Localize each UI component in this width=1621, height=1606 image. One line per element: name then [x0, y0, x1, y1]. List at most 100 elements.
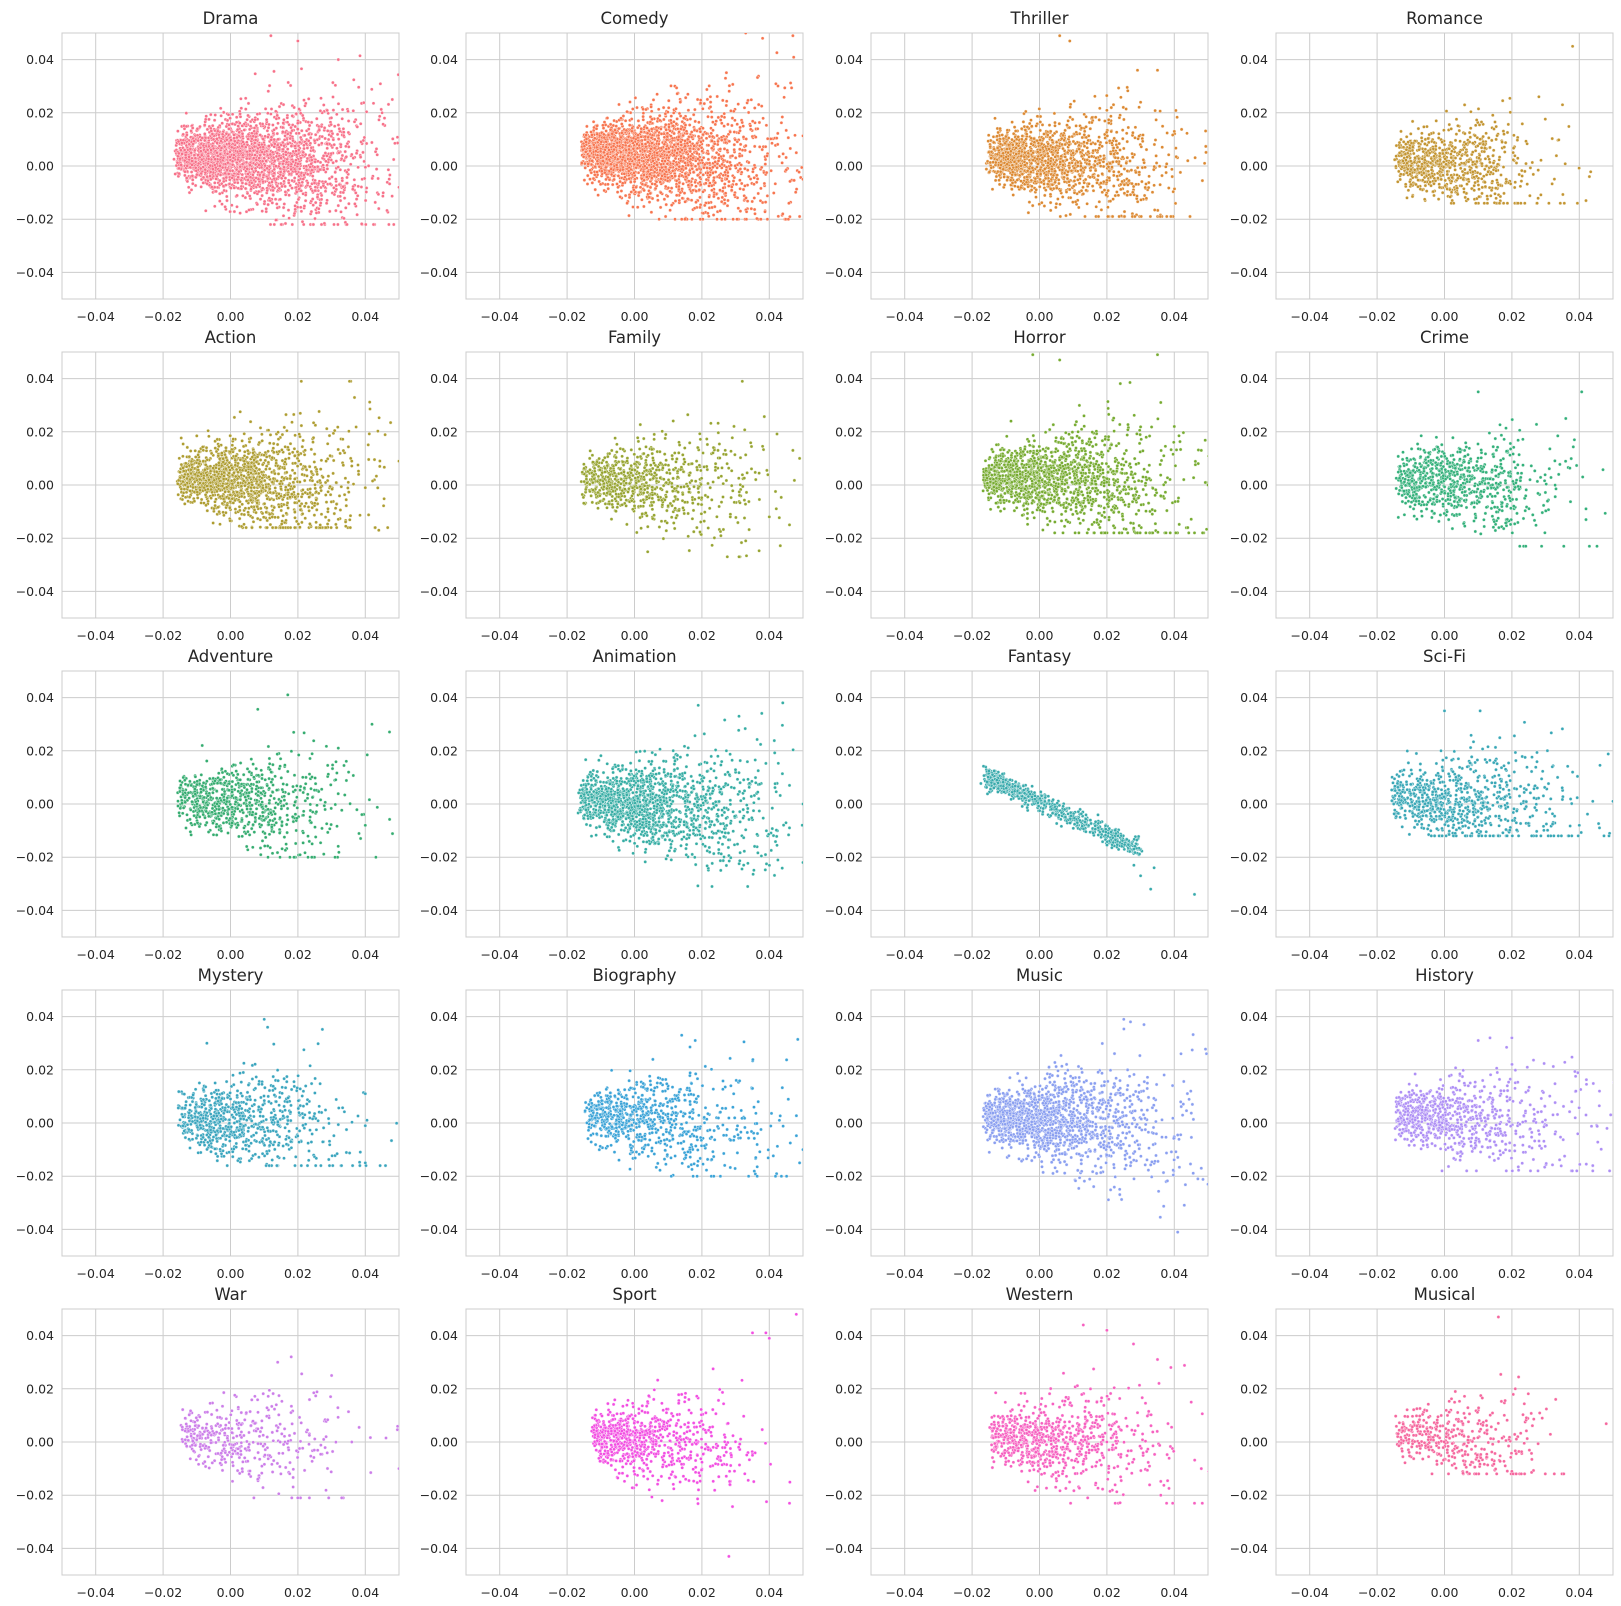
scatter-point: [648, 191, 653, 196]
scatter-point: [308, 135, 313, 140]
scatter-point: [670, 169, 675, 173]
scatter-point: [253, 118, 257, 122]
scatter-point: [756, 191, 760, 196]
scatter-point: [264, 159, 268, 163]
scatter-point: [732, 193, 737, 197]
scatter-point: [195, 133, 200, 138]
scatter-point: [238, 121, 242, 125]
scatter-point: [266, 125, 271, 130]
scatter-point: [585, 124, 589, 129]
scatter-point: [664, 202, 668, 207]
scatter-point: [178, 156, 182, 161]
scatter-point: [232, 186, 237, 190]
scatter-point: [244, 156, 249, 161]
scatter-point: [757, 145, 762, 149]
scatter-point: [313, 160, 317, 164]
scatter-point: [317, 143, 321, 147]
scatter-point: [219, 114, 223, 118]
scatter-point: [203, 117, 208, 122]
subplot-comedy: Comedy−0.04−0.020.000.020.04−0.04 −0.02 0.…: [420, 9, 813, 324]
scatter-point: [684, 150, 689, 155]
scatter-point: [297, 131, 301, 136]
scatter-point: [313, 185, 318, 189]
scatter-point: [596, 193, 600, 197]
scatter-point: [261, 145, 265, 149]
scatter-point: [273, 142, 277, 146]
scatter-point: [415, 125, 418, 128]
x-tick-label: −0.02: [548, 309, 586, 324]
scatter-point: [267, 164, 272, 169]
scatter-point: [761, 116, 765, 121]
scatter-point: [650, 117, 654, 122]
scatter-point: [189, 129, 193, 133]
scatter-point: [706, 143, 711, 148]
scatter-point: [677, 187, 681, 192]
scatter-point: [294, 158, 298, 162]
scatter-point: [697, 188, 702, 192]
scatter-point: [185, 133, 189, 137]
scatter-point: [669, 186, 674, 190]
scatter-point: [763, 210, 767, 214]
scatter-point: [318, 160, 323, 165]
scatter-point: [228, 155, 232, 159]
scatter-point: [333, 170, 337, 175]
scatter-point: [629, 190, 634, 194]
scatter-point: [403, 174, 406, 177]
scatter-point: [685, 137, 690, 142]
scatter-point: [666, 110, 670, 114]
scatter-point: [308, 141, 313, 146]
scatter-point: [798, 175, 803, 180]
scatter-point: [656, 198, 660, 202]
scatter-point: [616, 185, 620, 190]
scatter-point: [220, 121, 224, 125]
scatter-point: [251, 173, 255, 177]
scatter-point: [342, 130, 346, 134]
scatter-point: [402, 82, 405, 85]
scatter-point: [203, 132, 207, 136]
scatter-point: [786, 135, 791, 140]
scatter-point: [752, 144, 757, 149]
scatter-point: [225, 137, 229, 142]
scatter-point: [226, 112, 231, 117]
scatter-point: [271, 123, 275, 127]
scatter-point: [614, 124, 618, 128]
scatter-point: [376, 192, 381, 197]
scatter-point: [772, 191, 776, 195]
scatter-point: [302, 143, 306, 148]
scatter-point: [684, 166, 688, 171]
scatter-point: [734, 182, 739, 187]
scatter-point: [240, 172, 245, 177]
scatter-point: [315, 195, 320, 199]
scatter-point: [329, 122, 333, 127]
scatter-point: [710, 115, 714, 119]
scatter-point: [662, 117, 666, 122]
scatter-point: [288, 83, 293, 88]
scatter-point: [636, 125, 640, 130]
scatter-point: [770, 141, 774, 145]
scatter-point: [669, 203, 674, 207]
scatter-point: [332, 124, 337, 128]
scatter-point: [296, 197, 301, 202]
scatter-point: [701, 126, 705, 130]
scatter-point: [748, 124, 753, 128]
scatter-point: [354, 151, 359, 155]
scatter-point: [708, 100, 713, 104]
scatter-point: [254, 123, 259, 128]
scatter-point: [608, 127, 613, 132]
scatter-point: [748, 127, 753, 132]
scatter-point: [765, 136, 770, 141]
scatter-point: [319, 124, 324, 129]
scatter-point: [677, 198, 682, 203]
scatter-point: [639, 130, 643, 134]
scatter-point: [694, 184, 698, 188]
scatter-point: [300, 113, 305, 118]
scatter-point: [299, 67, 304, 71]
scatter-point: [604, 129, 608, 133]
scatter-point: [810, 153, 813, 156]
scatter-point: [765, 154, 769, 158]
scatter-point: [240, 153, 245, 158]
y-tick-label: −0.04: [420, 265, 458, 280]
scatter-point: [668, 208, 672, 212]
scatter-point: [377, 114, 382, 119]
scatter-point: [345, 175, 349, 180]
